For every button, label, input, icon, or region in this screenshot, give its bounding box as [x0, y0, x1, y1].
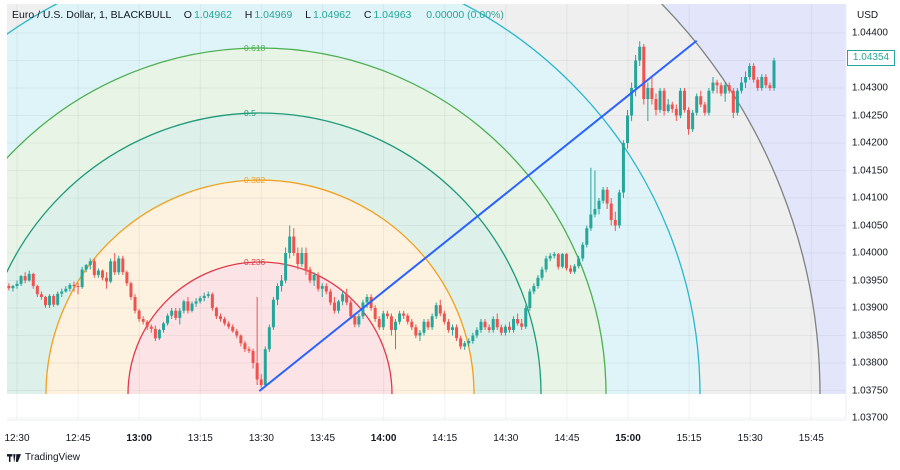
time-tick-label: 14:45 [554, 433, 580, 444]
price-tick-label: 1.04150 [851, 165, 888, 176]
logo-text: TradingView [25, 452, 81, 463]
ohlc-high: H 1.04969 [244, 9, 293, 21]
fib-circle-arc[interactable] [0, 0, 821, 394]
fib-circle-fills [7, 4, 820, 394]
last-price-label: 1.04354 [847, 50, 895, 67]
price-tick-label: 1.03700 [851, 412, 888, 424]
tradingview-logo-icon [7, 453, 21, 462]
time-tick-label: 13:45 [309, 433, 336, 444]
ohlc-open: O 1.04962 [183, 9, 232, 21]
time-tick-label: 12:30 [4, 433, 30, 444]
time-tick-label: 14:30 [493, 433, 519, 444]
time-tick-label: 13:30 [248, 433, 274, 444]
fib-circle-arc[interactable] [127, 261, 393, 394]
price-tick-label: 1.04300 [851, 82, 888, 94]
time-tick-label: 13:15 [187, 433, 213, 444]
price-tick-label: 1.03750 [851, 385, 888, 396]
price-tick-label: 1.03800 [851, 357, 888, 369]
price-tick-label: 1.04250 [851, 110, 888, 121]
price-tick-label: 1.04400 [851, 27, 888, 39]
fib-circle-arc[interactable] [0, 112, 542, 394]
price-change: 0.00000 (0.00%) [426, 9, 504, 21]
fib-level-label: 0.5 [244, 108, 256, 118]
tradingview-logo[interactable]: TradingView [7, 452, 80, 463]
price-tick-label: 1.03950 [851, 275, 888, 286]
grid-lines [7, 4, 846, 420]
symbol-legend[interactable]: Euro / U.S. Dollar, 1, BLACKBULL O 1.0496… [12, 9, 504, 21]
time-tick-label: 14:00 [370, 433, 397, 444]
price-tick-label: 1.04050 [851, 220, 888, 231]
time-tick-label: 13:00 [126, 433, 152, 444]
currency-unit[interactable]: USD [857, 10, 879, 21]
trendline[interactable] [259, 40, 697, 392]
symbol-title[interactable]: Euro / U.S. Dollar, 1, BLACKBULL [12, 9, 171, 21]
fib-level-label: 0.618 [244, 43, 266, 53]
ohlc-close: C 1.04963 [363, 9, 412, 21]
price-tick-label: 1.03850 [851, 330, 888, 341]
fib-level-label: 0.382 [244, 175, 266, 185]
time-tick-label: 15:45 [798, 433, 824, 444]
price-tick-label: 1.03900 [851, 302, 888, 314]
time-tick-label: 12:45 [65, 433, 91, 444]
fib-circle-arc[interactable] [45, 179, 475, 394]
fib-level-label: 0.236 [244, 257, 266, 267]
fib-circle-fill [128, 262, 392, 394]
candlestick-series [7, 41, 776, 388]
price-tick-label: 1.04100 [851, 192, 888, 204]
fib-circle-lines[interactable]: 0.618 0.5 0.382 0.236 [0, 0, 821, 394]
fib-circle-arc[interactable] [0, 0, 701, 394]
price-tick-label: 1.04200 [851, 137, 888, 149]
ohlc-low: L 1.04962 [305, 9, 351, 21]
time-tick-label: 15:15 [676, 433, 702, 444]
time-tick-label: 15:30 [737, 433, 763, 444]
fib-circle-arc[interactable] [0, 47, 607, 394]
price-tick-label: 1.04000 [851, 247, 888, 259]
time-tick-label: 15:00 [615, 433, 641, 444]
time-tick-label: 14:15 [432, 433, 458, 444]
